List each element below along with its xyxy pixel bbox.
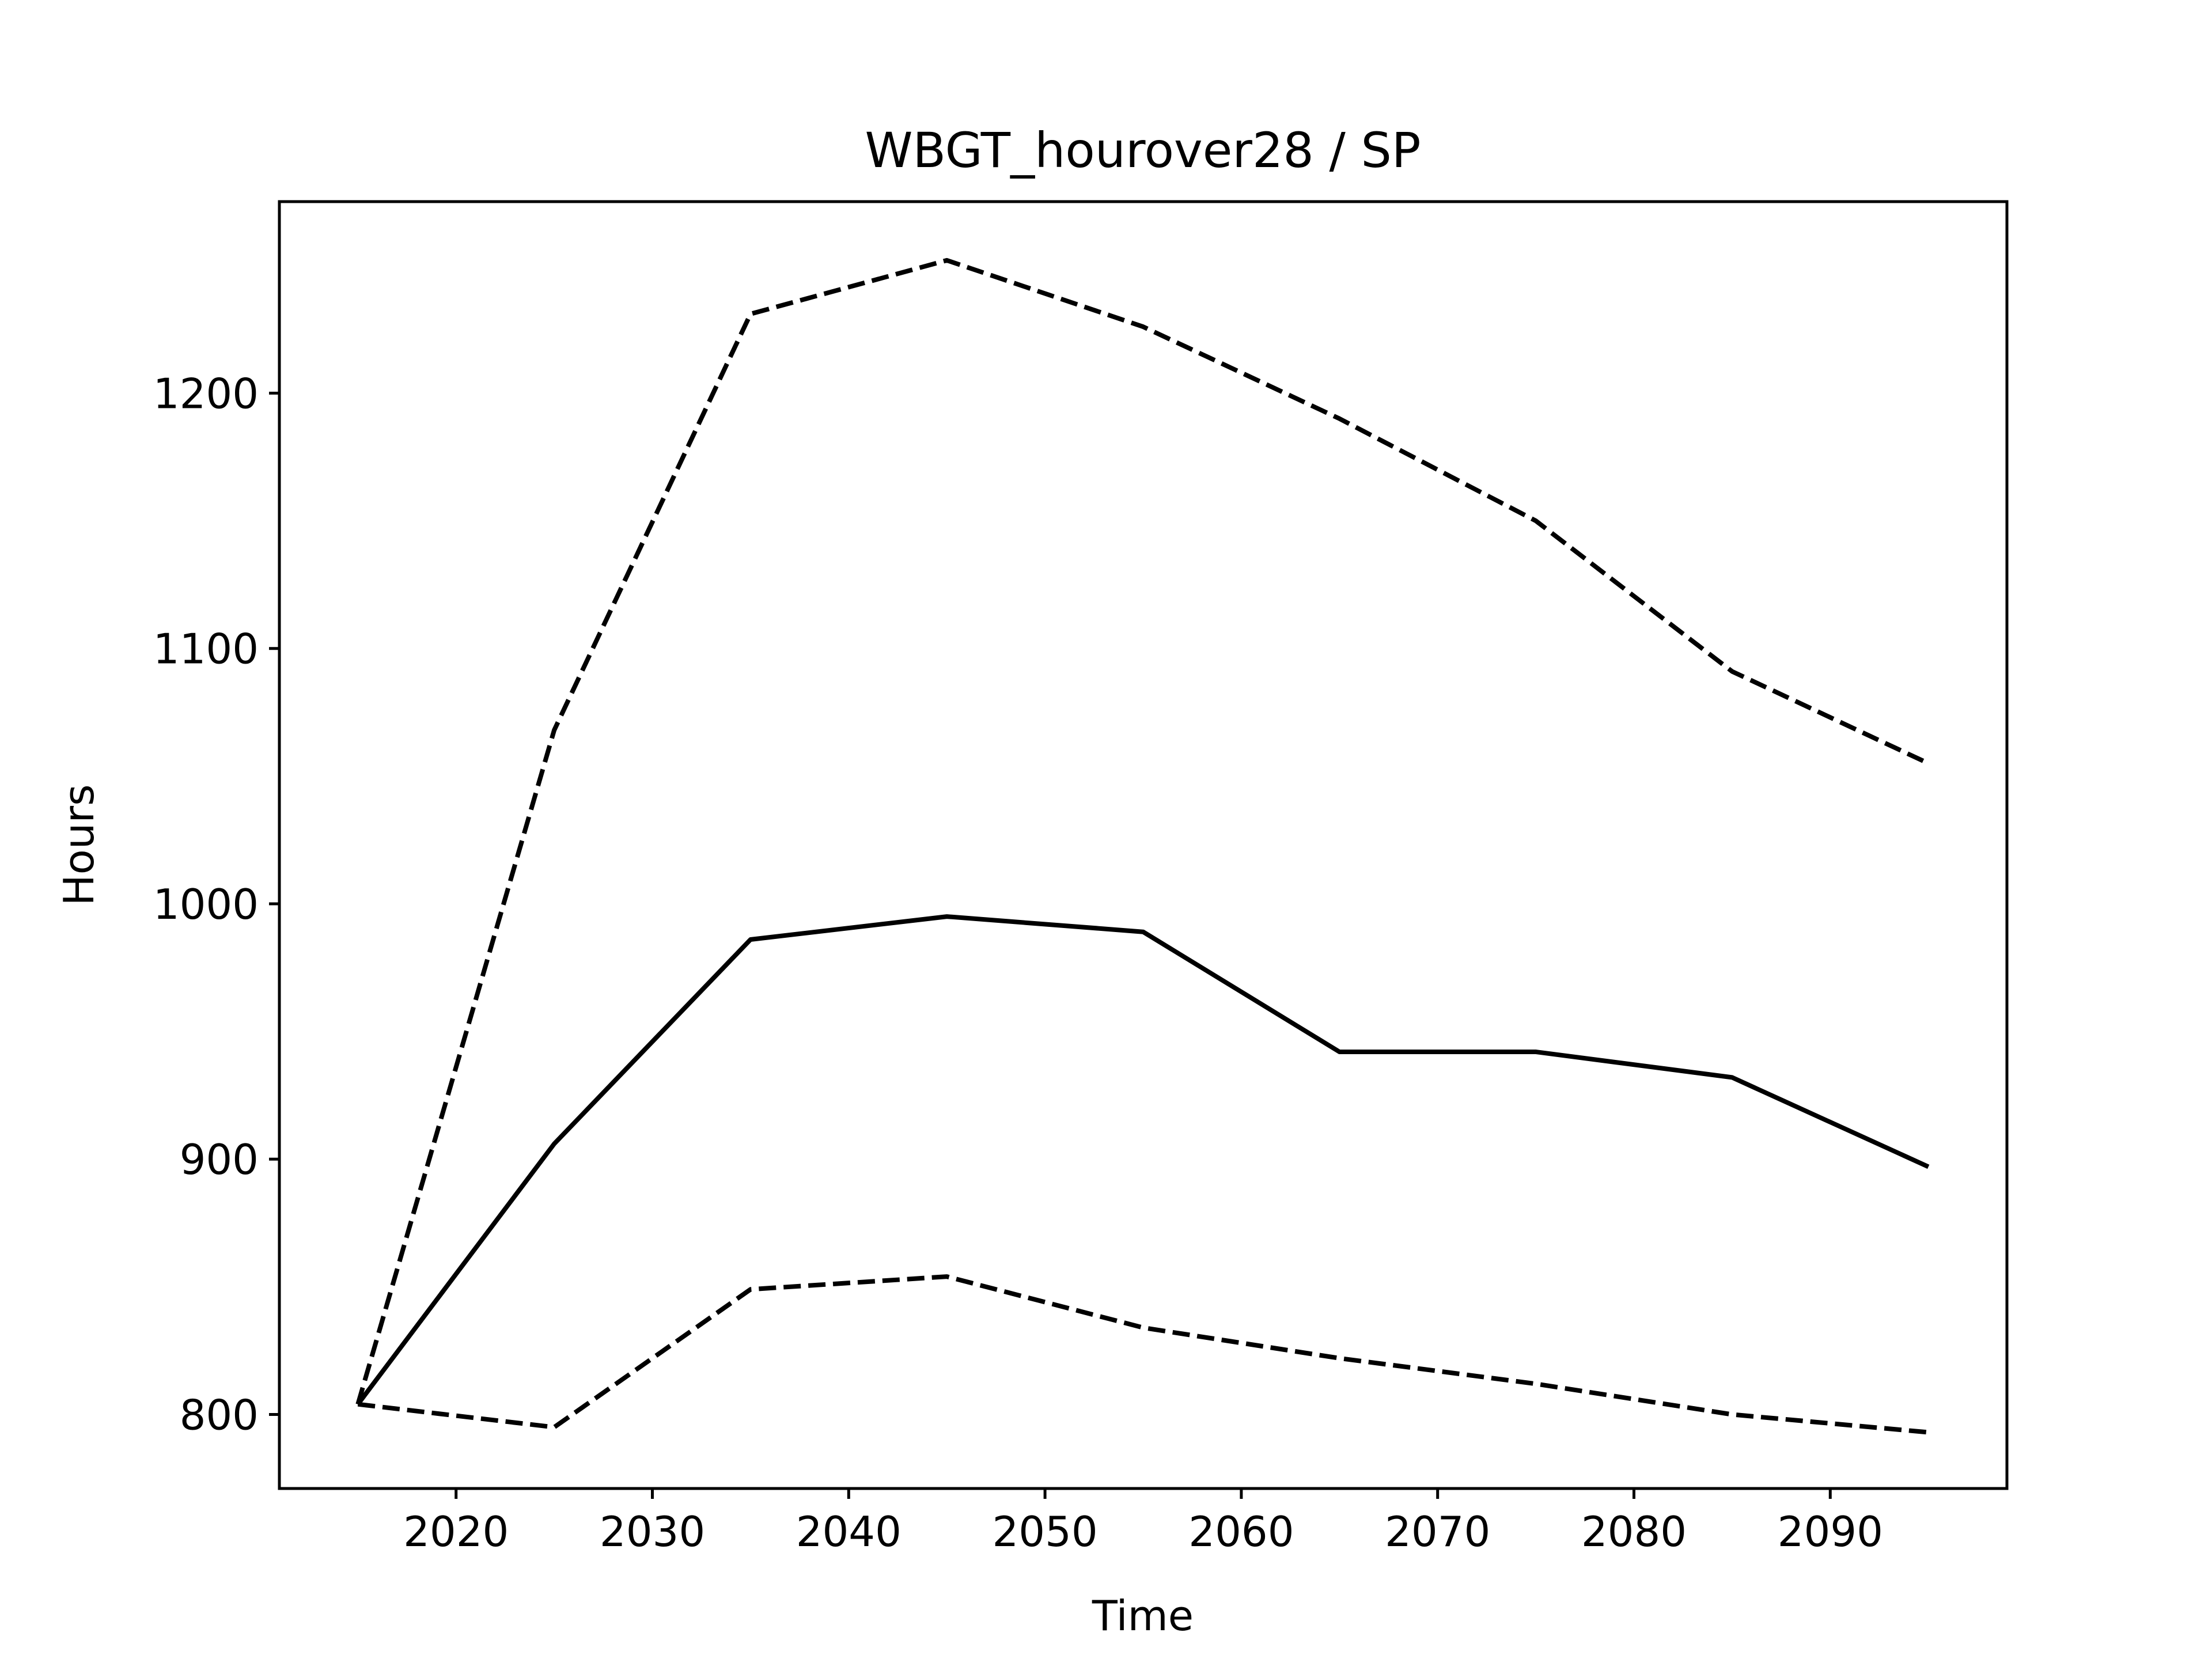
x-tick-label: 2050	[992, 1508, 1097, 1556]
lower-bound-line	[357, 1274, 1929, 1435]
y-tick-label: 900	[180, 1135, 259, 1184]
y-tick-label: 1100	[153, 625, 259, 673]
x-axis-label: Time	[1092, 1592, 1194, 1640]
axis-ticks: 2020 2030 2040 2050 2060 2070 2080 2090 800 900 10…	[153, 369, 1883, 1556]
x-tick-label: 2060	[1188, 1508, 1294, 1556]
x-tick-label: 2090	[1778, 1508, 1883, 1556]
x-tick-label: 2030	[600, 1508, 705, 1556]
chart-title: WBGT_hourover28 / SP	[865, 122, 1421, 179]
median-line	[356, 914, 1930, 1406]
y-axis-label: Hours	[55, 785, 103, 906]
y-tick-label: 1000	[153, 880, 259, 929]
upper-bound-line	[355, 257, 1930, 1405]
x-tick-label: 2070	[1385, 1508, 1490, 1556]
plot-frame	[278, 200, 2009, 1490]
y-tick-label: 1200	[153, 369, 259, 418]
x-tick-label: 2080	[1581, 1508, 1687, 1556]
y-tick-label: 800	[180, 1391, 259, 1439]
series-group	[355, 257, 1930, 1435]
x-tick-label: 2020	[403, 1508, 509, 1556]
x-tick-label: 2040	[796, 1508, 902, 1556]
